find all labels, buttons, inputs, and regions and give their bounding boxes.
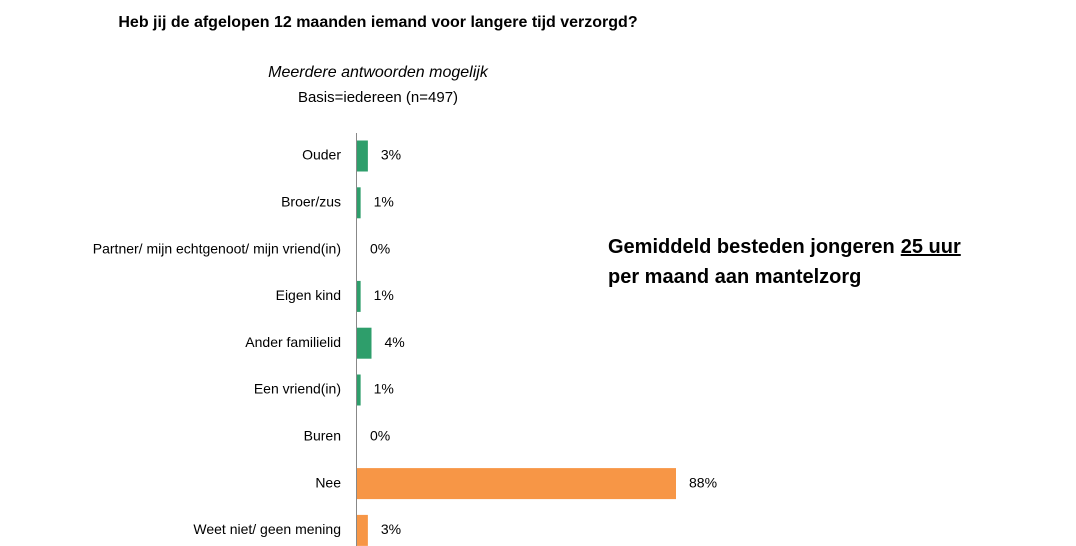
annotation: Gemiddeld besteden jongeren 25 uur per maa…: [608, 232, 1076, 292]
value-label: 88%: [689, 474, 717, 490]
category-label: Ander familielid: [245, 334, 341, 350]
annotation-text: Gemiddeld besteden jongeren: [608, 236, 895, 258]
category-label: Weet niet/ geen mening: [193, 521, 341, 537]
bar: [357, 514, 368, 546]
category-label: Partner/ mijn echtgenoot/ mijn vriend(in…: [93, 240, 341, 256]
category-label: Buren: [304, 428, 341, 444]
chart-title: Heb jij de afgelopen 12 maanden iemand v…: [118, 14, 638, 31]
base-note: Basis=iedereen (n=497): [297, 89, 459, 106]
category-label: Nee: [315, 474, 341, 490]
bar: [357, 140, 368, 172]
category-label: Eigen kind: [276, 287, 341, 303]
value-label: 3%: [381, 147, 401, 163]
value-label: 3%: [381, 521, 401, 537]
annotation-highlight: 25 uur: [900, 236, 961, 258]
value-label: 1%: [374, 287, 394, 303]
bar: [357, 187, 361, 219]
value-label: 0%: [370, 240, 390, 256]
bar: [357, 280, 361, 312]
value-label: 0%: [370, 428, 390, 444]
bar: [357, 374, 361, 406]
chart-subtitle: Meerdere antwoorden mogelijk: [268, 64, 488, 81]
value-label: 4%: [385, 334, 405, 350]
category-label: Broer/zus: [281, 194, 341, 210]
bar: [357, 468, 676, 500]
bar: [357, 327, 372, 359]
category-label: Ouder: [302, 147, 341, 163]
category-label: Een vriend(in): [254, 381, 341, 397]
value-label: 1%: [374, 194, 394, 210]
value-label: 1%: [374, 381, 394, 397]
annotation-text: per maand aan mantelzorg: [608, 266, 862, 288]
